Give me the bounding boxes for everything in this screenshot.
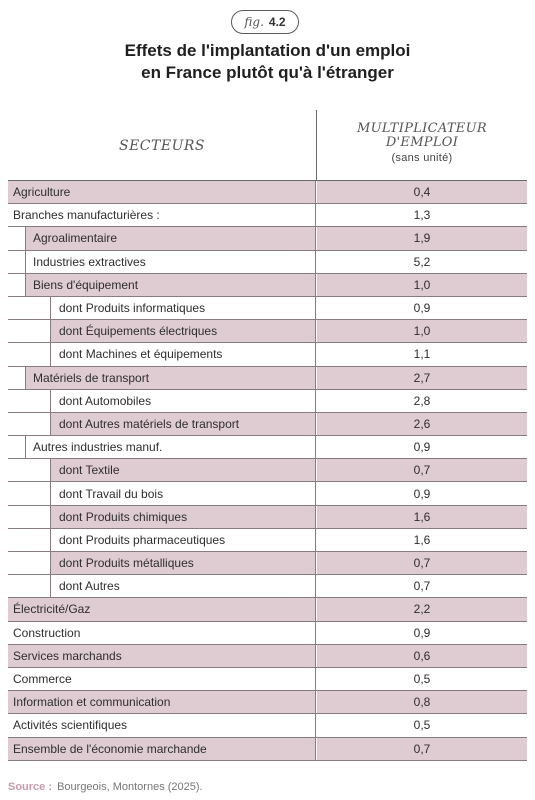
- row-label: Branches manufacturières :: [8, 204, 316, 227]
- row-label: dont Produits informatiques: [50, 296, 316, 320]
- row-value: 2,6: [317, 412, 527, 436]
- row-label: Agriculture: [8, 181, 316, 204]
- row-value: 0,7: [317, 737, 527, 760]
- row-label: Agroalimentaire: [25, 227, 316, 250]
- table-row: Électricité/Gaz 2,2: [8, 598, 527, 622]
- table-row: Branches manufacturières : 1,3: [8, 204, 527, 228]
- row-value: 0,7: [317, 459, 527, 482]
- row-label: dont Produits métalliques: [50, 552, 316, 575]
- row-value: 1,6: [413, 532, 431, 547]
- figure-number: 4.2: [268, 15, 286, 29]
- figure-word: fig.: [244, 15, 264, 29]
- row-value: 0,4: [317, 181, 527, 204]
- table-row: Industries extractives 5,2: [8, 250, 527, 274]
- table-row: Matériels de transport 2,7: [8, 366, 527, 390]
- row-label: Industries extractives: [25, 250, 316, 273]
- row-label: Commerce: [8, 667, 316, 691]
- row-value: 1,3: [413, 208, 431, 223]
- header-sectors: SECTEURS: [118, 138, 205, 154]
- header-unit: (sans unité): [391, 152, 453, 164]
- header-multiplier-line-1: MULTIPLICATEUR: [357, 121, 487, 136]
- title-line-1: Effets de l'implantation d'un emploi: [124, 41, 411, 60]
- row-value: 1,6: [317, 505, 527, 528]
- table-row: Commerce 0,5: [8, 667, 527, 692]
- source-note: Source : Bourgeois, Montornes (2025).: [8, 781, 203, 793]
- figure-badge: fig. 4.2: [231, 10, 299, 34]
- table-row: Services marchands 0,6: [8, 644, 527, 668]
- row-value: 0,9: [413, 486, 431, 501]
- row-label: Activités scientifiques: [8, 714, 316, 737]
- row-label: Ensemble de l'économie marchande: [8, 737, 316, 760]
- table-row: dont Automobiles 2,8: [8, 389, 527, 413]
- row-value: 1,1: [413, 347, 431, 362]
- row-value: 0,7: [413, 579, 431, 594]
- table-row: dont Autres matériels de transport 2,6: [8, 412, 527, 437]
- table-row: Construction 0,9: [8, 621, 527, 645]
- row-label: dont Équipements électriques: [50, 320, 316, 343]
- page-title: Effets de l'implantation d'un emploi en …: [0, 40, 535, 84]
- row-value: 2,2: [317, 598, 527, 621]
- row-value: 1,0: [317, 273, 527, 296]
- row-label: dont Produits chimiques: [50, 505, 316, 528]
- row-value: 0,7: [317, 552, 527, 575]
- source-label: Source :: [8, 781, 53, 793]
- table-row: Ensemble de l'économie marchande 0,7: [8, 737, 527, 761]
- header-divider: [316, 110, 317, 180]
- row-label: dont Autres: [50, 575, 316, 598]
- table-row: dont Travail du bois 0,9: [8, 482, 527, 506]
- row-label: dont Textile: [50, 459, 316, 482]
- row-value: 0,5: [413, 672, 431, 687]
- table-row: dont Machines et équipements 1,1: [8, 343, 527, 367]
- row-label: Biens d'équipement: [25, 273, 316, 296]
- data-table: Agriculture 0,4 Branches manufacturières …: [8, 180, 527, 761]
- row-value: 0,9: [413, 625, 431, 640]
- row-label: dont Automobiles: [50, 389, 316, 412]
- row-label: Information et communication: [8, 691, 316, 714]
- header-multiplier: MULTIPLICATEUR D'EMPLOI (sans unité): [317, 122, 527, 165]
- row-label: dont Machines et équipements: [50, 343, 316, 366]
- table-row: dont Produits informatiques 0,9: [8, 296, 527, 321]
- table-row: Agriculture 0,4: [8, 181, 527, 205]
- table-row: dont Produits métalliques 0,7: [8, 552, 527, 576]
- row-label: dont Produits pharmaceutiques: [50, 528, 316, 551]
- row-value: 0,6: [317, 644, 527, 667]
- row-label: Matériels de transport: [25, 366, 316, 389]
- table-row: dont Produits pharmaceutiques 1,6: [8, 528, 527, 552]
- table-row: Biens d'équipement 1,0: [8, 273, 527, 297]
- table-row: Information et communication 0,8: [8, 691, 527, 715]
- table-row: Activités scientifiques 0,5: [8, 714, 527, 738]
- row-label: dont Travail du bois: [50, 482, 316, 505]
- row-label: Construction: [8, 621, 316, 644]
- row-value: 1,0: [317, 320, 527, 343]
- table-row: dont Équipements électriques 1,0: [8, 320, 527, 344]
- row-label: dont Autres matériels de transport: [50, 412, 316, 436]
- row-value: 2,7: [317, 366, 527, 389]
- title-line-2: en France plutôt qu'à l'étranger: [141, 63, 394, 82]
- table-row: Agroalimentaire 1,9: [8, 227, 527, 251]
- table-row: dont Produits chimiques 1,6: [8, 505, 527, 529]
- source-text: Bourgeois, Montornes (2025).: [57, 781, 203, 793]
- row-label: Électricité/Gaz: [8, 598, 316, 621]
- row-label: Autres industries manuf.: [25, 436, 316, 459]
- row-value: 2,8: [413, 393, 431, 408]
- row-value: 0,8: [317, 691, 527, 714]
- row-value: 0,9: [413, 301, 431, 316]
- table-row: dont Textile 0,7: [8, 459, 527, 483]
- row-label: Services marchands: [8, 644, 316, 667]
- table-row: dont Autres 0,7: [8, 575, 527, 599]
- header-multiplier-line-2: D'EMPLOI: [385, 135, 459, 150]
- row-value: 1,9: [317, 227, 527, 250]
- row-value: 0,9: [413, 440, 431, 455]
- row-value: 5,2: [413, 254, 431, 269]
- table-header: SECTEURS MULTIPLICATEUR D'EMPLOI (sans u…: [8, 110, 527, 180]
- table-row: Autres industries manuf. 0,9: [8, 436, 527, 460]
- row-value: 0,5: [413, 718, 431, 733]
